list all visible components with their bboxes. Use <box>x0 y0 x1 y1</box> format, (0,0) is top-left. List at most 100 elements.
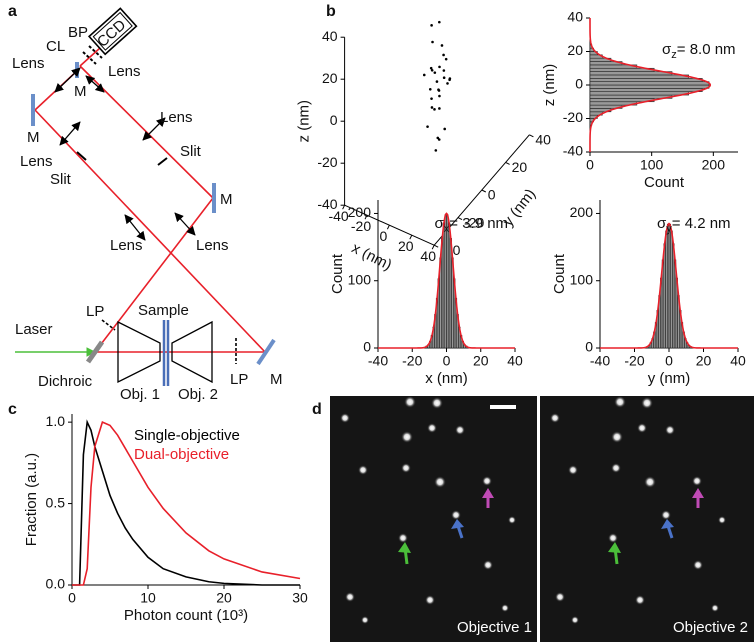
x-tick-label: -20 <box>402 353 422 369</box>
point <box>430 69 434 72</box>
x-tick-label: 0 <box>443 353 451 369</box>
bar <box>589 88 703 92</box>
y-tick-label: 200 <box>570 204 594 220</box>
point <box>430 24 433 27</box>
beam <box>94 197 214 353</box>
x-tick <box>431 244 435 250</box>
objective <box>171 320 213 384</box>
bar <box>589 74 689 79</box>
x-axis-label: x (nm) <box>349 240 395 274</box>
lens <box>59 121 81 146</box>
panel-label: c <box>8 401 17 418</box>
point <box>438 65 441 69</box>
point <box>442 76 446 80</box>
y-tick <box>529 134 534 138</box>
x-tick-label: 40 <box>507 353 523 369</box>
x-tick-label: 100 <box>640 157 664 173</box>
point <box>437 89 441 92</box>
y-tick-label: 0.5 <box>46 494 66 510</box>
y-tick-label: 100 <box>570 271 594 287</box>
x-tick-label: 40 <box>730 353 746 369</box>
x-tick-label: 20 <box>696 353 712 369</box>
point <box>430 106 434 109</box>
x-tick-label: 20 <box>216 590 232 606</box>
y-tick-label: 20 <box>512 159 528 175</box>
x-axis-label: x (nm) <box>425 370 468 387</box>
objective <box>117 320 161 384</box>
point <box>438 94 441 98</box>
diagram-label: Lens <box>196 237 229 254</box>
bar <box>589 94 673 99</box>
diagram-label: M <box>27 129 40 146</box>
line <box>72 421 301 586</box>
x-tick-label: -40 <box>328 208 348 224</box>
mirror <box>256 338 276 366</box>
camera-images: Objective 1 Objective 2 <box>330 394 754 642</box>
point <box>442 53 445 57</box>
y-tick-label: 1.0 <box>46 413 66 429</box>
y-tick-label: 0 <box>488 187 496 203</box>
y-tick-label: 20 <box>567 42 583 58</box>
x-axis-label: y (nm) <box>648 370 691 387</box>
x-tick-label: 0 <box>586 157 594 173</box>
diagram-label: Lens <box>160 109 193 126</box>
point <box>448 78 451 82</box>
point <box>442 69 446 72</box>
point <box>446 82 449 85</box>
y-tick <box>457 217 463 221</box>
long-pass <box>101 319 116 331</box>
annotation-symbol: σ <box>435 215 445 232</box>
y-tick <box>505 161 510 165</box>
line <box>72 419 300 586</box>
lens <box>85 75 105 93</box>
x-tick <box>386 224 390 230</box>
scale-bar <box>490 405 516 409</box>
image-label: Objective 2 <box>673 619 748 636</box>
slit <box>157 157 168 166</box>
point <box>430 97 433 100</box>
lens <box>142 117 166 141</box>
y-tick-label: 40 <box>535 132 551 148</box>
point <box>437 138 441 141</box>
x-tick <box>409 234 413 240</box>
filter <box>88 45 103 59</box>
point <box>433 71 437 74</box>
lens <box>124 214 146 241</box>
annotation-subscript: z <box>671 49 677 61</box>
annotation: σz= 8.0 nm <box>662 41 736 61</box>
y-axis-label: Count <box>551 253 568 294</box>
panel-label: b <box>326 3 336 20</box>
annotation: σy= 4.2 nm <box>657 215 731 235</box>
x-axis-label: Count <box>644 174 685 191</box>
y-tick-label: -20 <box>464 214 484 230</box>
x-tick-label: 10 <box>140 590 156 606</box>
point <box>435 80 439 83</box>
diagram-label: CL <box>46 38 65 55</box>
x-tick-label: -40 <box>368 353 388 369</box>
y-tick-label: 200 <box>348 204 372 220</box>
slit <box>76 151 87 161</box>
x-tick-label: 40 <box>420 248 436 264</box>
beam <box>79 47 101 67</box>
ccd <box>87 7 138 56</box>
point <box>433 108 436 111</box>
fit-curve <box>589 17 712 153</box>
x-tick-label: -20 <box>351 218 371 234</box>
annotation: σx= 3.9 nm <box>435 215 509 235</box>
x-tick-label: -40 <box>590 353 610 369</box>
point <box>422 73 426 77</box>
lens <box>54 67 81 93</box>
y-tick <box>481 189 487 193</box>
legend-entry: Dual-objective <box>134 446 229 463</box>
x-tick <box>364 214 368 220</box>
y-tick-label: 0.0 <box>46 576 66 592</box>
point <box>429 66 433 70</box>
y-tick-label: 0 <box>585 339 593 355</box>
x-tick-label: 30 <box>292 590 308 606</box>
diagram-label: LP <box>86 303 104 320</box>
point <box>438 20 441 24</box>
diagram-label: Lens <box>20 153 53 170</box>
y-tick-label: -40 <box>563 143 583 159</box>
